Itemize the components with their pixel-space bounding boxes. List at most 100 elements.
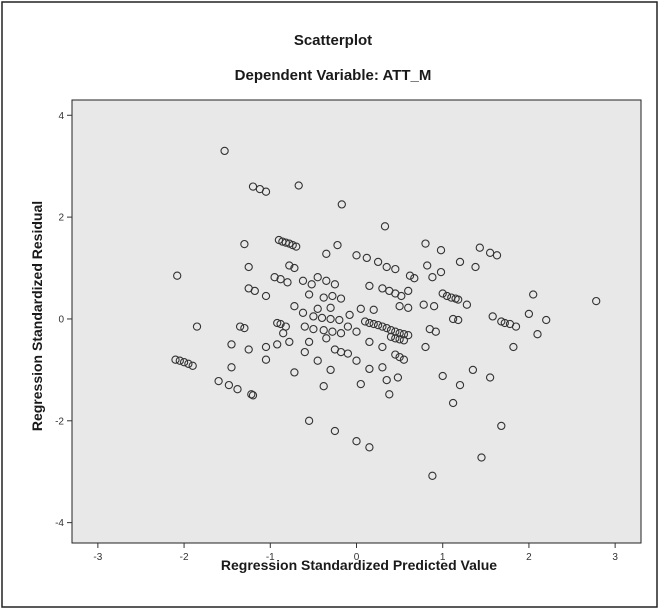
data-point — [261, 291, 271, 301]
data-point — [492, 251, 502, 260]
data-point — [500, 318, 509, 328]
data-point — [468, 365, 478, 375]
data-point — [336, 294, 346, 303]
data-point — [423, 261, 432, 270]
data-point — [421, 342, 430, 352]
data-point — [313, 273, 322, 282]
data-point — [244, 262, 253, 272]
data-point — [511, 322, 521, 331]
data-point — [497, 421, 506, 431]
data-point — [330, 280, 340, 289]
chart-title: Scatterplot — [294, 32, 372, 49]
data-point — [285, 337, 294, 347]
data-point — [313, 304, 322, 313]
x-axis-label: Regression Standardized Predicted Value — [221, 557, 497, 573]
data-point — [395, 335, 404, 344]
data-point — [220, 146, 229, 156]
data-point — [343, 322, 353, 331]
data-point — [393, 373, 403, 382]
data-point — [319, 326, 328, 335]
data-point — [421, 239, 430, 248]
y-tick-label: 0 — [58, 314, 64, 325]
data-point — [455, 380, 465, 390]
x-tick-label: 0 — [354, 552, 360, 563]
data-point — [352, 327, 361, 336]
data-point — [436, 267, 446, 277]
data-point — [395, 302, 404, 311]
data-point — [429, 302, 439, 311]
data-point — [224, 380, 234, 390]
data-point — [477, 453, 486, 462]
data-points — [171, 146, 601, 480]
data-point — [270, 273, 279, 282]
data-point — [352, 251, 361, 260]
data-point — [365, 364, 374, 374]
data-point — [322, 249, 331, 258]
data-point — [378, 342, 387, 352]
data-point — [184, 359, 193, 368]
y-tick-label: -4 — [55, 518, 64, 529]
data-point — [395, 329, 404, 338]
data-point — [404, 331, 413, 340]
data-point — [369, 319, 378, 329]
data-point — [304, 290, 314, 299]
y-axis-label: Regression Standardized Residual — [29, 201, 45, 431]
data-point — [382, 375, 391, 385]
data-point — [592, 296, 601, 306]
x-tick-label: -1 — [266, 552, 275, 563]
data-point — [365, 281, 374, 291]
data-point — [290, 368, 299, 377]
data-point — [343, 349, 353, 358]
data-point — [192, 322, 202, 331]
plot-area — [71, 99, 642, 544]
data-point — [326, 303, 335, 312]
x-tick-label: 1 — [440, 552, 446, 563]
data-point — [273, 318, 282, 328]
data-point — [404, 303, 413, 312]
data-point — [454, 315, 463, 325]
data-point — [442, 291, 452, 301]
data-point — [391, 327, 400, 336]
data-point — [373, 320, 383, 330]
data-point — [356, 304, 365, 313]
data-point — [322, 334, 331, 343]
data-point — [247, 390, 256, 399]
data-point — [419, 300, 428, 309]
data-point — [405, 271, 415, 280]
data-point — [378, 322, 387, 331]
data-point — [391, 264, 400, 274]
data-point — [240, 323, 249, 333]
data-point — [410, 274, 419, 283]
chart-subtitle: Dependent Variable: ATT_M — [235, 67, 432, 84]
y-tick-label: 4 — [58, 111, 64, 122]
data-point — [462, 300, 472, 309]
data-point — [227, 340, 236, 349]
data-point — [485, 373, 495, 382]
data-point — [173, 271, 182, 280]
data-point — [448, 398, 458, 408]
data-point — [373, 257, 383, 267]
axis-ticks: -3 -2 -1 0 1 2 3 -4 -2 0 2 4 — [55, 111, 618, 563]
data-point — [378, 363, 387, 372]
x-tick-label: -3 — [93, 552, 102, 563]
y-tick-label: 2 — [58, 213, 64, 224]
data-point — [356, 379, 365, 389]
data-point — [304, 337, 314, 347]
data-point — [298, 308, 308, 317]
data-point — [399, 330, 409, 339]
x-tick-label: 2 — [526, 552, 532, 563]
data-point — [307, 280, 316, 289]
data-point — [244, 345, 253, 354]
data-point — [235, 322, 245, 331]
data-point — [524, 309, 534, 319]
data-point — [328, 327, 337, 336]
data-point — [322, 276, 331, 285]
data-point — [326, 365, 335, 375]
data-point — [365, 318, 374, 328]
data-point — [261, 355, 271, 364]
data-point — [369, 305, 378, 314]
data-point — [179, 358, 189, 367]
data-point — [328, 291, 337, 301]
data-point — [279, 329, 288, 338]
